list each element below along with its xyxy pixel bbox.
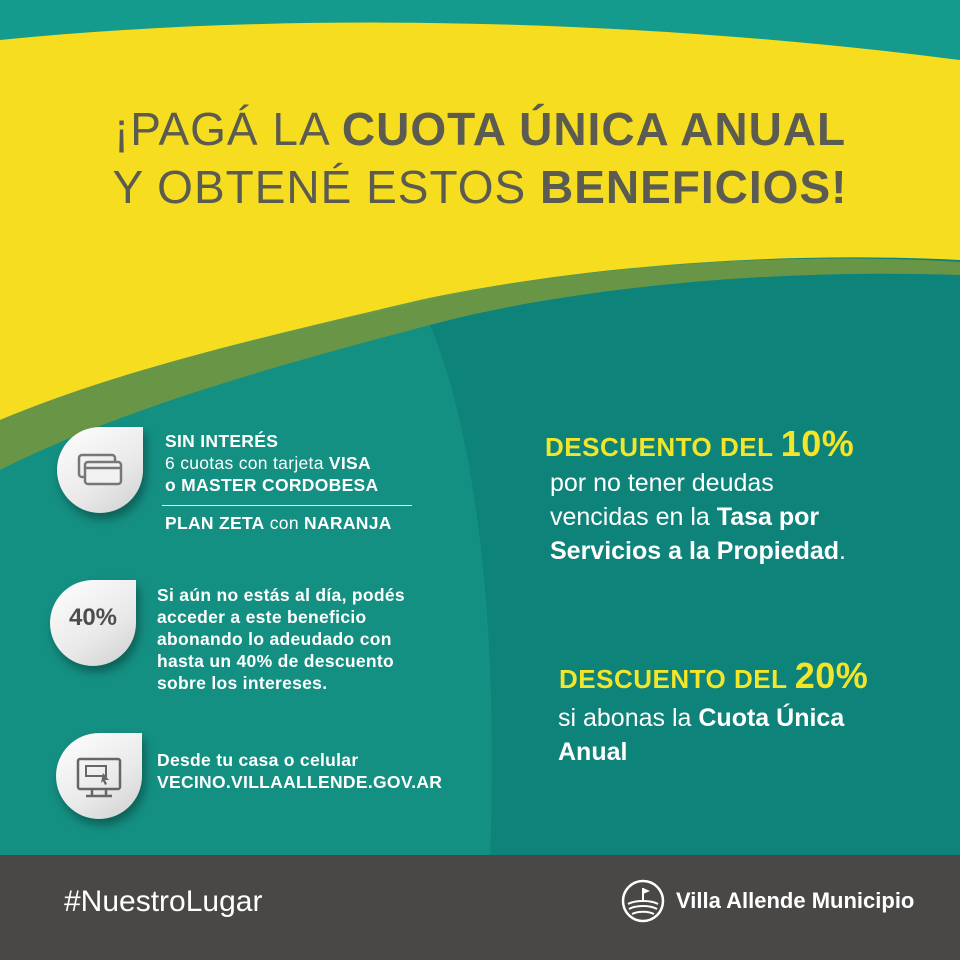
villa-allende-logo-icon (621, 879, 665, 923)
installments-line: 6 cuotas con tarjeta VISA (165, 453, 371, 473)
plan-zeta-line: PLAN ZETA con NARANJA (165, 513, 392, 533)
debt-benefit-text: Si aún no estás al día, podés acceder a … (157, 585, 405, 693)
municipality-name: Villa Allende Municipio (676, 888, 915, 913)
discount-20-text: si abonas la Cuota Única Anual (558, 704, 845, 766)
website-link[interactable]: VECINO.VILLAALLENDE.GOV.AR (157, 772, 443, 792)
discount-20-heading: DESCUENTO DEL 20% (559, 655, 869, 696)
credit-card-icon (57, 427, 143, 513)
headline: ¡PAGÁ LA CUOTA ÚNICA ANUAL Y OBTENÉ ESTO… (0, 100, 960, 216)
forty-percent-badge: 40% (50, 580, 136, 666)
discount-10-heading: DESCUENTO DEL 10% (545, 423, 855, 464)
divider (162, 505, 412, 506)
headline-line-2: Y OBTENÉ ESTOS BENEFICIOS! (112, 161, 848, 213)
online-payment-text: Desde tu casa o celular VECINO.VILLAALLE… (157, 749, 442, 793)
headline-line-1: ¡PAGÁ LA CUOTA ÚNICA ANUAL (113, 103, 847, 155)
discount-10-text: por no tener deudas vencidas en la Tasa … (550, 469, 846, 565)
installments-text: SIN INTERÉS 6 cuotas con tarjeta VISA o … (165, 430, 378, 496)
master-cordobesa-line: o MASTER CORDOBESA (165, 475, 379, 495)
hashtag: #NuestroLugar (64, 885, 263, 918)
computer-monitor-icon (56, 733, 142, 819)
badge-text: 40% (68, 604, 118, 631)
footer-bar (0, 855, 960, 960)
no-interest-label: SIN INTERÉS (165, 431, 279, 451)
from-home-line: Desde tu casa o celular (157, 750, 359, 770)
